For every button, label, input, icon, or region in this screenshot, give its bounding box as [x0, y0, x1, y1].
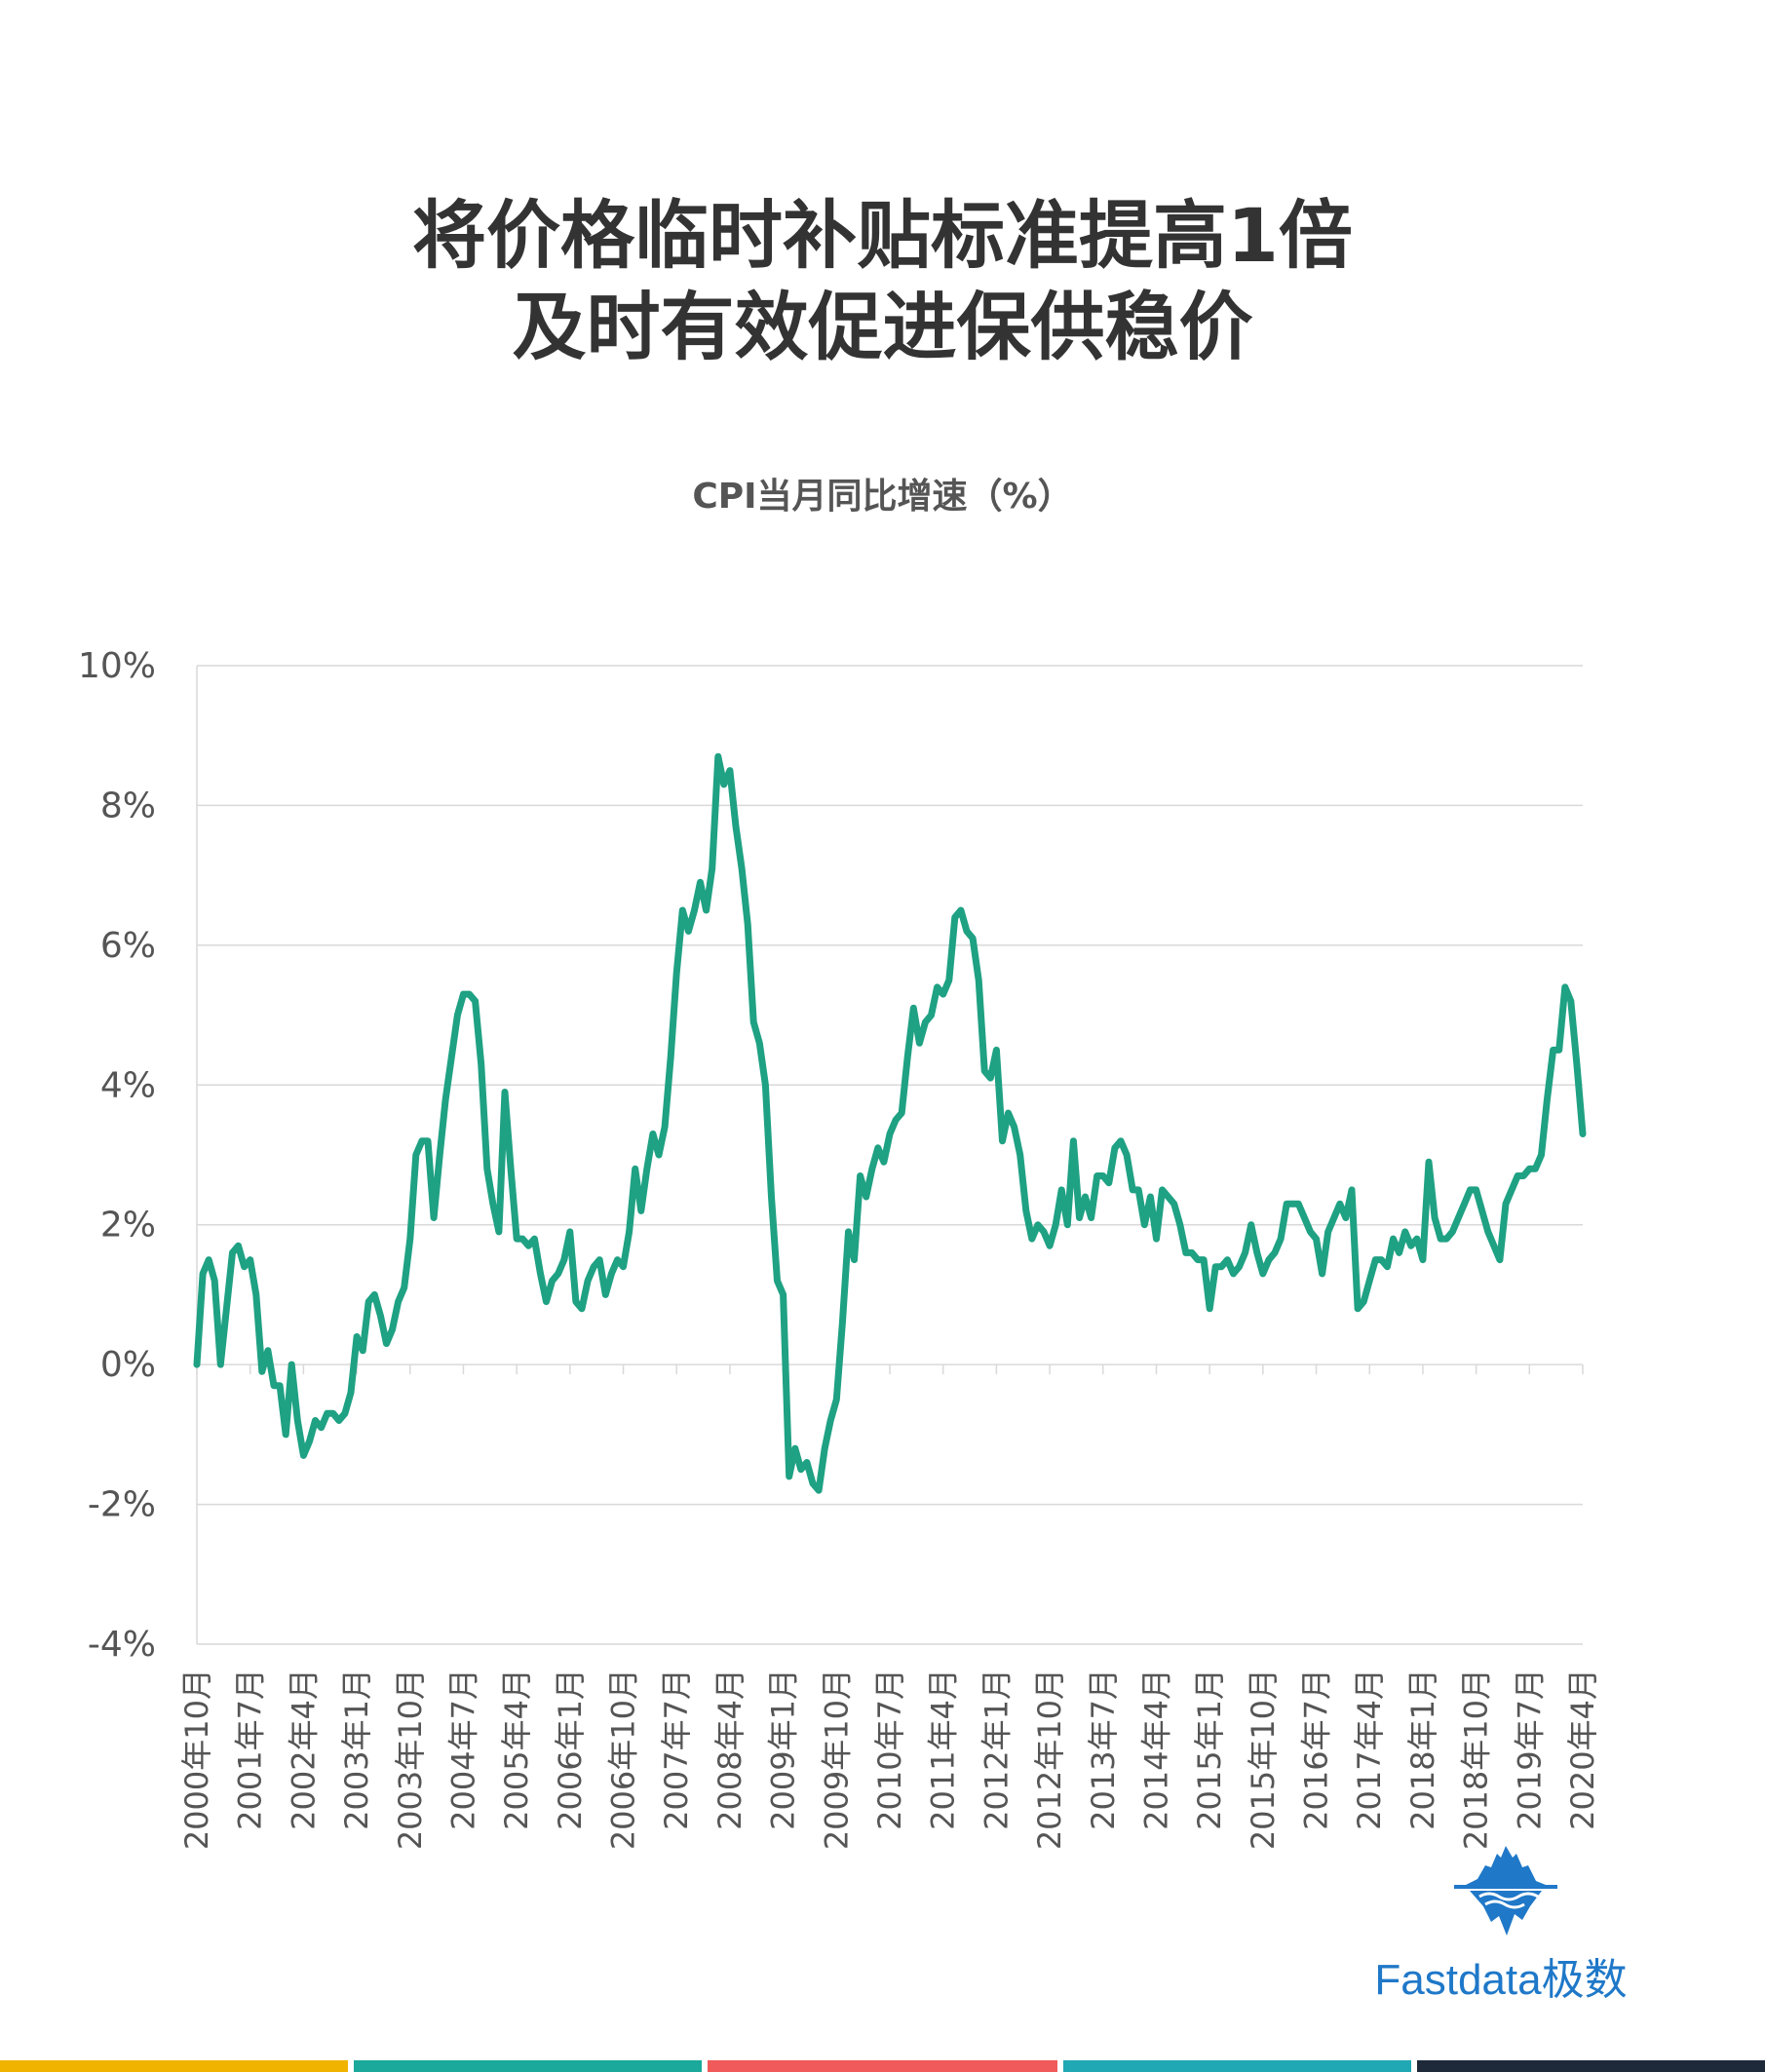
x-tick-label: 2008年4月: [711, 1669, 748, 1830]
x-tick-label: 2009年1月: [765, 1669, 802, 1830]
x-tick-label: 2007年7月: [658, 1669, 695, 1830]
x-tick-label: 2006年10月: [605, 1669, 642, 1850]
chart-subtitle: CPI当月同比增速（%）: [692, 477, 1073, 517]
chart-title-line-2: 及时有效促进保供稳价: [512, 284, 1253, 370]
y-tick-label: 2%: [100, 1206, 156, 1246]
logo-text: Fastdata极数: [1374, 1956, 1628, 2004]
y-tick-label: 10%: [78, 646, 156, 686]
x-tick-label: 2009年10月: [818, 1669, 855, 1850]
cpi-series-line: [193, 752, 1587, 1494]
y-tick-label: -4%: [88, 1625, 156, 1665]
bottom-bar-segment-2: [354, 2060, 702, 2072]
x-tick-label: 2011年4月: [925, 1669, 962, 1830]
bottom-bar-segment-3: [708, 2060, 1057, 2072]
x-tick-label: 2015年1月: [1191, 1669, 1228, 1830]
grid-lines: [196, 665, 1583, 1645]
y-tick-label: 8%: [100, 786, 156, 825]
x-tick-label: 2001年7月: [232, 1669, 269, 1830]
y-axis-tick-labels: 10% 8% 6% 4% 2% 0% -2% -4%: [78, 646, 156, 1665]
x-tick-label: 2000年10月: [178, 1669, 215, 1850]
y-tick-label: -2%: [88, 1485, 156, 1525]
x-tick-label: 2020年4月: [1564, 1669, 1601, 1830]
x-tick-label: 2013年7月: [1085, 1669, 1122, 1830]
y-tick-label: 6%: [100, 926, 156, 966]
x-tick-label: 2005年4月: [498, 1669, 535, 1830]
bottom-bar-segment-5: [1417, 2060, 1765, 2072]
chart-title-line-1: 将价格临时补贴标准提高1倍: [412, 192, 1353, 279]
x-tick-label: 2012年10月: [1031, 1669, 1068, 1850]
y-tick-label: 4%: [100, 1065, 156, 1105]
x-tick-label: 2017年4月: [1351, 1669, 1388, 1830]
x-tick-label: 2018年10月: [1458, 1669, 1495, 1850]
x-tick-label: 2019年7月: [1511, 1669, 1548, 1830]
x-axis: 2000年10月 2001年7月 2002年4月 2003年1月 2003年10月 200…: [178, 1364, 1601, 1850]
x-tick-label: 2003年10月: [392, 1669, 429, 1850]
x-tick-label: 2002年4月: [285, 1669, 322, 1830]
bottom-bar-segment-4: [1063, 2060, 1411, 2072]
x-tick-label: 2010年7月: [871, 1669, 908, 1830]
x-tick-label: 2014年4月: [1137, 1669, 1174, 1830]
x-tick-label: 2015年10月: [1245, 1669, 1282, 1850]
x-tick-label: 2018年1月: [1404, 1669, 1441, 1830]
bottom-bar-segment-1: [0, 2060, 348, 2072]
bottom-color-bar: [0, 2060, 1765, 2072]
chart-title: 将价格临时补贴标准提高1倍 及时有效促进保供稳价: [0, 190, 1765, 373]
x-tick-label: 2016年7月: [1298, 1669, 1335, 1830]
fastdata-logo: Fastdata极数: [1360, 1842, 1642, 2008]
x-tick-label: 2012年1月: [978, 1669, 1015, 1830]
y-tick-label: 0%: [100, 1345, 156, 1385]
x-tick-label: 2006年1月: [552, 1669, 589, 1830]
series-layer: [193, 752, 1587, 1494]
x-tick-label: 2003年1月: [338, 1669, 375, 1830]
iceberg-icon: [1454, 1846, 1557, 1936]
x-tick-label: 2004年7月: [444, 1669, 481, 1830]
